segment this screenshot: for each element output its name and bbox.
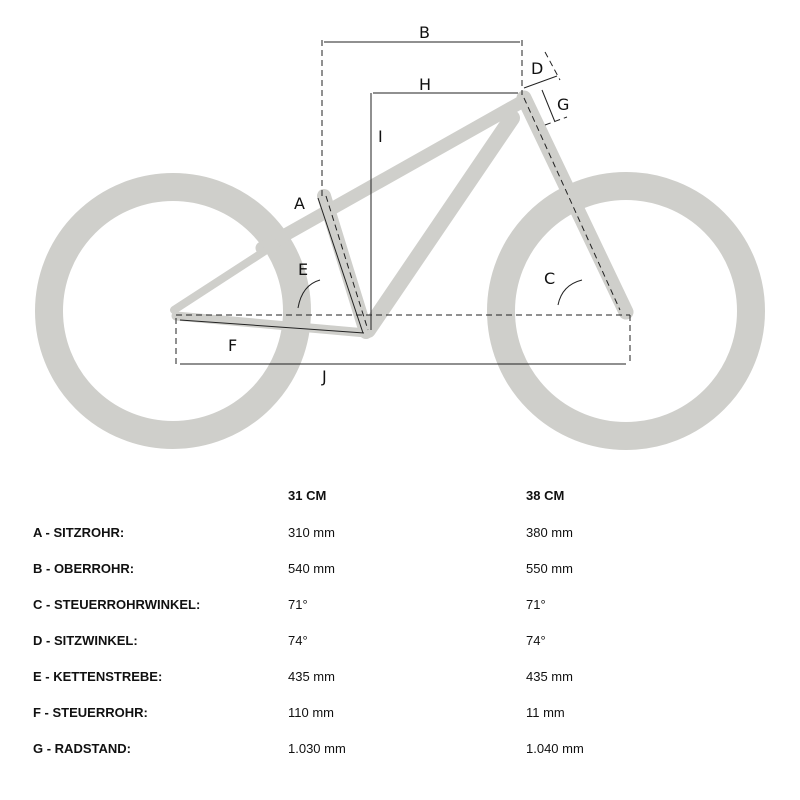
label-i: I <box>378 127 383 146</box>
row-label: G - RADSTAND: <box>33 741 131 756</box>
row-value: 1.040 mm <box>526 741 584 756</box>
label-c: C <box>544 269 555 288</box>
label-e: E <box>298 260 308 279</box>
bike-diagram: B D H G I A E C F J <box>35 23 765 450</box>
row-value: 71° <box>526 597 546 612</box>
bike-silhouette <box>35 90 765 450</box>
front-wheel <box>487 172 765 450</box>
row-value: 435 mm <box>526 669 573 684</box>
row-value: 550 mm <box>526 561 573 576</box>
row-value: 380 mm <box>526 525 573 540</box>
label-d: D <box>531 59 543 78</box>
row-value: 71° <box>288 597 308 612</box>
label-h: H <box>419 75 431 94</box>
row-label: A - SITZROHR: <box>33 525 125 540</box>
label-j: J <box>321 367 327 386</box>
row-value: 1.030 mm <box>288 741 346 756</box>
label-g: G <box>557 95 569 114</box>
row-value: 74° <box>526 633 546 648</box>
row-value: 435 mm <box>288 669 335 684</box>
row-label: F - STEUERROHR: <box>33 705 148 720</box>
row-value: 540 mm <box>288 561 335 576</box>
row-value: 110 mm <box>288 705 334 720</box>
chainstay <box>171 311 371 338</box>
row-label: B - OBERROHR: <box>33 561 135 576</box>
label-f: F <box>228 336 237 355</box>
label-a: A <box>294 194 305 213</box>
label-b: B <box>419 23 430 42</box>
seat-tube <box>317 189 373 339</box>
column-header-38cm: 38 CM <box>526 488 565 503</box>
row-label: C - STEUERROHRWINKEL: <box>33 597 201 612</box>
row-value: 74° <box>288 633 308 648</box>
fork <box>516 90 634 320</box>
down-tube <box>360 110 520 338</box>
row-label: D - SITZWINKEL: <box>33 633 138 648</box>
rear-wheel <box>35 173 311 449</box>
row-value: 11 mm <box>526 705 565 720</box>
column-header-31cm: 31 CM <box>288 488 327 503</box>
dimension-lines <box>175 40 631 365</box>
row-label: E - KETTENSTREBE: <box>33 669 163 684</box>
seatstay <box>170 206 332 314</box>
row-value: 310 mm <box>288 525 335 540</box>
